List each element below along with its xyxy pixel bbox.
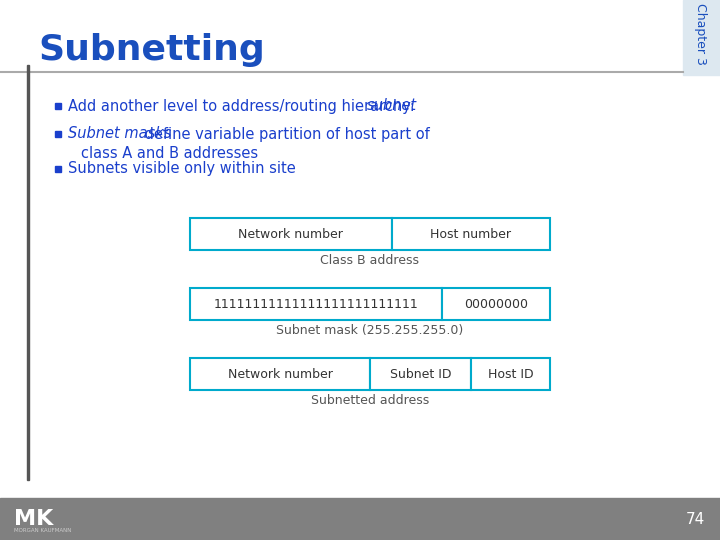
Bar (55, 166, 61, 172)
Text: Network number: Network number (238, 227, 343, 240)
Bar (27, 65, 29, 480)
Bar (471, 358, 550, 390)
Text: Subnet mask (255.255.255.0): Subnet mask (255.255.255.0) (276, 324, 464, 337)
Bar (190, 358, 370, 390)
Bar (370, 358, 471, 390)
Bar (190, 218, 392, 250)
Text: Subnets visible only within site: Subnets visible only within site (68, 161, 296, 177)
Text: Subnetting: Subnetting (38, 33, 265, 67)
Text: Add another level to address/routing hierarchy:: Add another level to address/routing hie… (68, 98, 419, 113)
Text: 74: 74 (685, 511, 705, 526)
Bar (55, 103, 61, 109)
Bar (0, 498, 720, 540)
Text: MORGAN KAUFMANN: MORGAN KAUFMANN (14, 528, 71, 532)
Text: Subnet masks: Subnet masks (68, 126, 171, 141)
Text: 00000000: 00000000 (464, 298, 528, 310)
Text: Class B address: Class B address (320, 254, 420, 267)
Text: define variable partition of host part of: define variable partition of host part o… (140, 126, 430, 141)
Text: class A and B addresses: class A and B addresses (81, 146, 258, 161)
Text: subnet: subnet (367, 98, 417, 113)
Bar (683, 0, 720, 75)
Bar (190, 288, 442, 320)
Text: Host ID: Host ID (487, 368, 534, 381)
Text: Network number: Network number (228, 368, 333, 381)
Bar (442, 288, 550, 320)
Text: Host number: Host number (431, 227, 511, 240)
Text: Chapter 3: Chapter 3 (693, 3, 706, 65)
Text: Subnetted address: Subnetted address (311, 394, 429, 407)
Text: 11111111111111111111111111: 11111111111111111111111111 (214, 298, 418, 310)
Bar (392, 218, 550, 250)
Text: MΚ: MΚ (14, 509, 53, 529)
Text: Subnet ID: Subnet ID (390, 368, 451, 381)
Bar (55, 131, 61, 137)
